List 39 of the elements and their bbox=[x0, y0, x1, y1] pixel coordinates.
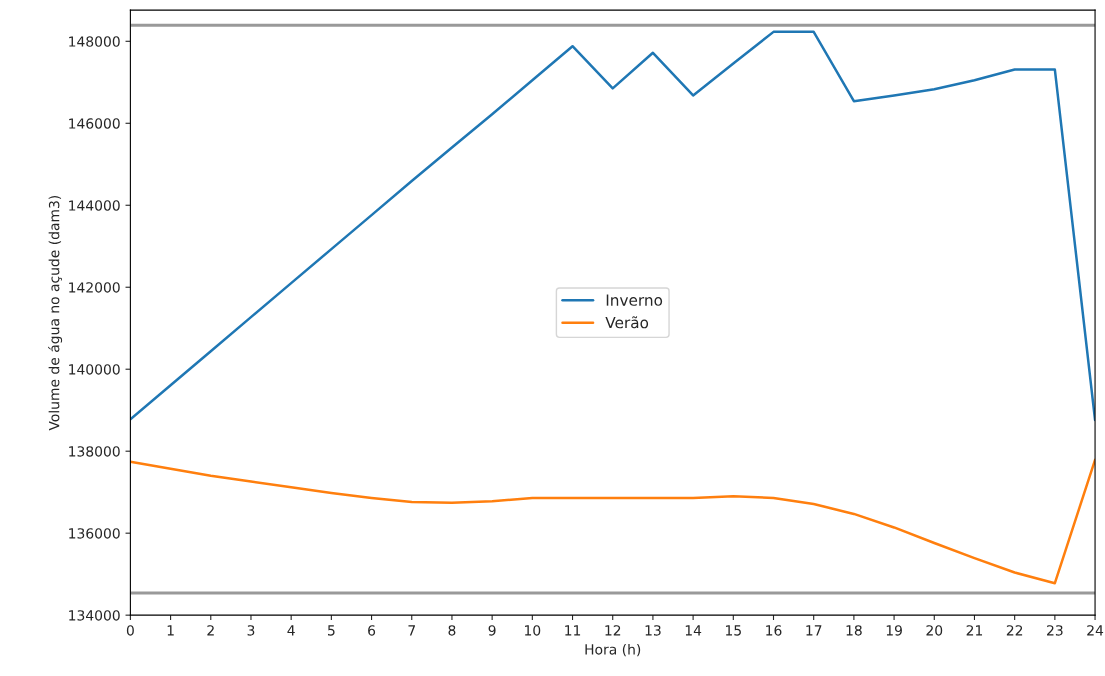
legend-label: Verão bbox=[605, 316, 649, 329]
x-tick-label: 13 bbox=[645, 625, 661, 636]
y-tick-label: 148000 bbox=[69, 36, 120, 47]
y-tick-label: 138000 bbox=[69, 446, 120, 457]
x-tick-label: 14 bbox=[685, 625, 702, 636]
legend-label: Inverno bbox=[606, 294, 663, 306]
x-tick-label: 4 bbox=[287, 625, 295, 636]
line-series bbox=[130, 458, 1096, 585]
x-tick-label: 15 bbox=[725, 625, 741, 636]
x-tick-label: 16 bbox=[766, 625, 782, 636]
x-tick-label: 22 bbox=[1006, 625, 1023, 636]
y-axis-title: Volume de água no açude (dam3) bbox=[48, 195, 63, 431]
x-tick-label: 8 bbox=[448, 625, 456, 636]
x-tick-label: 7 bbox=[408, 625, 415, 636]
x-axis-title: Hora (h) bbox=[585, 643, 641, 657]
line-series bbox=[130, 30, 1096, 422]
y-tick-label: 146000 bbox=[69, 118, 120, 129]
x-tick-label: 5 bbox=[328, 625, 335, 636]
y-tick-label: 142000 bbox=[69, 282, 120, 293]
x-tick-label: 12 bbox=[605, 625, 621, 636]
x-tick-label: 24 bbox=[1087, 625, 1104, 636]
y-tick-label: 136000 bbox=[69, 528, 120, 539]
x-tick-label: 2 bbox=[207, 625, 214, 636]
x-tick-label: 9 bbox=[488, 625, 496, 636]
x-tick-label: 18 bbox=[846, 625, 862, 636]
x-tick-label: 0 bbox=[126, 625, 134, 636]
x-tick-label: 10 bbox=[525, 625, 541, 636]
x-tick-label: 6 bbox=[368, 625, 376, 636]
y-tick-label: 144000 bbox=[69, 200, 120, 211]
x-tick-label: 23 bbox=[1047, 625, 1063, 636]
y-tick-label: 134000 bbox=[69, 610, 120, 621]
x-tick-label: 3 bbox=[247, 625, 255, 636]
x-tick-label: 21 bbox=[966, 625, 983, 636]
x-tick-label: 20 bbox=[926, 625, 943, 636]
x-tick-label: 19 bbox=[886, 625, 902, 636]
y-tick-label: 140000 bbox=[69, 364, 120, 375]
x-tick-label: 1 bbox=[167, 625, 174, 636]
x-tick-label: 11 bbox=[565, 625, 581, 636]
x-tick-label: 17 bbox=[806, 625, 822, 636]
